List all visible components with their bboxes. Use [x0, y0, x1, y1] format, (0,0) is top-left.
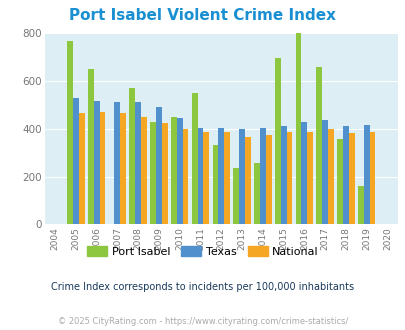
Bar: [141, 117, 147, 224]
Bar: [254, 163, 259, 224]
Bar: [307, 132, 312, 224]
Bar: [224, 132, 229, 224]
Bar: [120, 113, 126, 224]
Bar: [265, 135, 271, 224]
Bar: [322, 120, 327, 224]
Bar: [156, 107, 162, 224]
Text: Crime Index corresponds to incidents per 100,000 inhabitants: Crime Index corresponds to incidents per…: [51, 282, 354, 292]
Bar: [203, 132, 209, 224]
Bar: [315, 67, 322, 224]
Bar: [191, 93, 197, 224]
Bar: [114, 102, 120, 224]
Bar: [87, 69, 94, 224]
Bar: [212, 146, 218, 224]
Bar: [150, 121, 156, 224]
Bar: [357, 186, 363, 224]
Bar: [135, 102, 141, 224]
Bar: [369, 132, 375, 224]
Bar: [176, 118, 182, 224]
Bar: [129, 88, 135, 224]
Bar: [295, 33, 301, 224]
Bar: [218, 127, 224, 224]
Legend: Port Isabel, Texas, National: Port Isabel, Texas, National: [83, 242, 322, 261]
Bar: [327, 129, 333, 224]
Bar: [73, 98, 79, 224]
Bar: [79, 113, 84, 224]
Bar: [301, 121, 307, 224]
Bar: [280, 126, 286, 224]
Bar: [233, 168, 239, 224]
Bar: [274, 58, 280, 224]
Bar: [99, 112, 105, 224]
Bar: [197, 127, 203, 224]
Bar: [239, 129, 244, 224]
Bar: [363, 125, 369, 224]
Bar: [94, 101, 99, 224]
Bar: [67, 41, 73, 224]
Bar: [171, 117, 176, 224]
Bar: [337, 140, 342, 224]
Text: Port Isabel Violent Crime Index: Port Isabel Violent Crime Index: [69, 8, 336, 23]
Bar: [162, 123, 167, 224]
Bar: [182, 129, 188, 224]
Bar: [244, 137, 250, 224]
Bar: [286, 132, 292, 224]
Text: © 2025 CityRating.com - https://www.cityrating.com/crime-statistics/: © 2025 CityRating.com - https://www.city…: [58, 317, 347, 326]
Bar: [348, 133, 354, 224]
Bar: [342, 126, 348, 224]
Bar: [259, 127, 265, 224]
